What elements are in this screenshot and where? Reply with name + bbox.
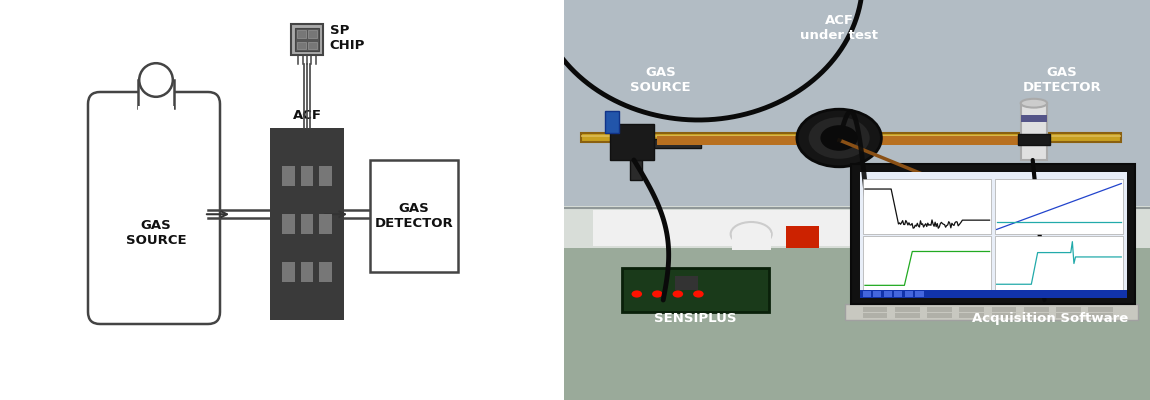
Ellipse shape	[730, 222, 772, 246]
Bar	[959, 313, 984, 318]
Bar	[300, 214, 314, 234]
Circle shape	[139, 63, 172, 97]
Bar	[1056, 307, 1081, 312]
Circle shape	[652, 290, 662, 298]
Circle shape	[820, 125, 858, 151]
Bar	[864, 179, 991, 234]
Bar	[1088, 313, 1113, 318]
Bar	[282, 166, 294, 186]
Bar	[787, 226, 819, 248]
Bar	[1088, 307, 1113, 312]
Bar	[895, 313, 920, 318]
Bar	[905, 291, 913, 297]
Bar	[915, 291, 923, 297]
Bar	[581, 133, 1121, 142]
Bar	[1024, 307, 1049, 312]
Text: GAS
DETECTOR: GAS DETECTOR	[375, 202, 453, 230]
Circle shape	[693, 290, 704, 298]
Bar	[1021, 115, 1048, 122]
Bar	[864, 236, 991, 291]
Bar	[995, 179, 1124, 234]
Bar	[300, 166, 314, 186]
Bar	[564, 248, 1150, 400]
Bar	[851, 164, 1135, 304]
Bar	[658, 136, 1021, 145]
Text: SP
CHIP: SP CHIP	[330, 24, 366, 52]
Bar	[995, 236, 1124, 291]
Bar	[270, 128, 344, 320]
Bar	[845, 304, 1138, 320]
Bar	[862, 307, 888, 312]
Bar	[138, 106, 174, 114]
Circle shape	[797, 109, 881, 167]
Bar	[581, 135, 1121, 137]
Bar	[860, 172, 1127, 298]
Text: ACF
under test: ACF under test	[800, 14, 879, 42]
Circle shape	[673, 290, 683, 298]
Text: SENSIPLUS: SENSIPLUS	[654, 312, 737, 325]
Text: GAS
SOURCE: GAS SOURCE	[125, 219, 186, 247]
Ellipse shape	[1021, 99, 1046, 108]
Bar	[282, 214, 294, 234]
Bar	[1021, 104, 1048, 160]
Text: ACF: ACF	[292, 109, 322, 122]
Text: Acquisition Software: Acquisition Software	[972, 312, 1128, 325]
Circle shape	[631, 290, 642, 298]
Bar	[319, 214, 332, 234]
Text: GAS
DETECTOR: GAS DETECTOR	[1022, 66, 1102, 94]
Bar	[630, 160, 642, 180]
Bar	[927, 307, 952, 312]
Bar	[564, 0, 1150, 208]
Bar	[282, 262, 294, 282]
Bar	[297, 42, 306, 49]
Bar	[1024, 313, 1049, 318]
Bar	[927, 313, 952, 318]
Bar	[622, 268, 768, 312]
Bar	[1056, 313, 1081, 318]
Bar	[883, 291, 892, 297]
Bar	[297, 30, 306, 38]
Bar	[862, 313, 888, 318]
Bar	[873, 291, 881, 297]
Bar	[308, 42, 317, 49]
Bar	[895, 307, 920, 312]
Bar	[991, 313, 1017, 318]
Bar	[291, 24, 323, 55]
Bar	[138, 80, 174, 108]
Bar	[675, 276, 698, 290]
Bar	[611, 124, 654, 160]
FancyBboxPatch shape	[89, 92, 220, 324]
Bar	[1018, 134, 1050, 145]
Bar	[862, 291, 871, 297]
Text: GAS
SOURCE: GAS SOURCE	[630, 66, 691, 94]
Bar	[654, 139, 702, 148]
Bar	[319, 166, 332, 186]
Bar	[959, 307, 984, 312]
Bar	[605, 111, 619, 133]
Bar	[860, 290, 1127, 298]
Bar	[370, 160, 458, 272]
Circle shape	[808, 117, 869, 159]
Bar	[319, 262, 332, 282]
Bar	[895, 291, 903, 297]
Bar	[564, 206, 1150, 248]
Bar	[991, 307, 1017, 312]
Bar	[308, 30, 317, 38]
Bar	[731, 233, 770, 250]
Bar	[300, 262, 314, 282]
Bar	[296, 28, 319, 51]
Bar	[593, 210, 857, 246]
